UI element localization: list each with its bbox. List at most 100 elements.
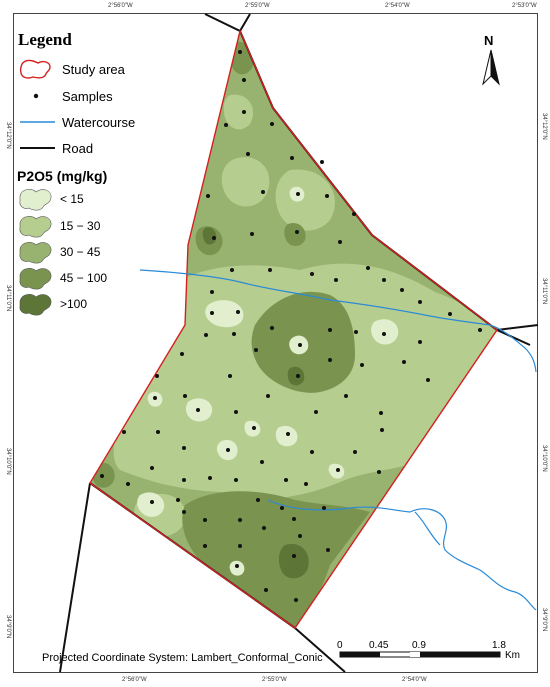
- class-45-100-label: 45 − 100: [60, 271, 108, 285]
- class-15-30-swatch-icon: [19, 216, 52, 238]
- sample-point: [426, 378, 430, 382]
- sample-point: [183, 394, 187, 398]
- sample-point: [336, 468, 340, 472]
- zone-gt100-south: [278, 543, 309, 579]
- sample-point: [208, 476, 212, 480]
- watercourse-north: [139, 269, 537, 373]
- sample-point: [448, 312, 452, 316]
- sample-point: [122, 430, 126, 434]
- sample-point: [210, 311, 214, 315]
- legend-symbols: [19, 59, 55, 316]
- legend-watercourse-label: Watercourse: [62, 115, 136, 130]
- class-15-30-label: 15 − 30: [60, 219, 101, 233]
- scale-label-0: 0: [337, 640, 343, 651]
- sample-point: [156, 430, 160, 434]
- sample-point: [352, 212, 356, 216]
- class-lt15-swatch-icon: [19, 189, 52, 211]
- sample-point: [252, 426, 256, 430]
- sample-point: [206, 194, 210, 198]
- sample-point: [230, 268, 234, 272]
- north-arrow-icon: [482, 49, 500, 86]
- sample-point: [270, 326, 274, 330]
- sample-point: [314, 410, 318, 414]
- projection-note: Projected Coordinate System: Lambert_Con…: [42, 652, 323, 664]
- scale-label-045: 0.45: [369, 640, 389, 651]
- sample-point: [203, 518, 207, 522]
- north-label: N: [484, 33, 494, 48]
- sample-point: [235, 564, 239, 568]
- sample-point: [380, 428, 384, 432]
- sample-point: [325, 194, 329, 198]
- zone-15-30-north: [221, 157, 270, 207]
- sample-point: [344, 394, 348, 398]
- sample-point: [280, 506, 284, 510]
- sample-point: [284, 478, 288, 482]
- class-30-45-label: 30 − 45: [60, 245, 101, 259]
- sample-point: [379, 411, 383, 415]
- grid-label-top-2: 2°55'0"W: [245, 3, 270, 9]
- zone-lt15-8: [137, 492, 165, 517]
- class-30-45-swatch-icon: [19, 242, 52, 264]
- sample-legend-icon: [33, 93, 39, 99]
- sample-point: [298, 534, 302, 538]
- sample-point: [382, 278, 386, 282]
- sample-point: [270, 122, 274, 126]
- watercourse-south-branch: [414, 511, 441, 546]
- grid-label-top-3: 2°54'0"W: [385, 3, 410, 9]
- sample-point: [234, 478, 238, 482]
- sample-point: [126, 482, 130, 486]
- sample-point: [180, 352, 184, 356]
- sample-point: [182, 478, 186, 482]
- sample-point: [266, 394, 270, 398]
- sample-point: [328, 328, 332, 332]
- sample-point: [236, 310, 240, 314]
- watercourses: [139, 269, 537, 611]
- sample-point: [320, 160, 324, 164]
- watercourse-south: [267, 499, 537, 611]
- sample-point: [196, 408, 200, 412]
- sample-point: [238, 544, 242, 548]
- sample-point: [153, 396, 157, 400]
- sample-point: [400, 288, 404, 292]
- grid-label-bottom-3: 2°54'0"W: [402, 677, 427, 683]
- sample-point: [260, 460, 264, 464]
- sample-point: [212, 236, 216, 240]
- sample-point: [150, 466, 154, 470]
- legend-title: Legend: [18, 30, 72, 49]
- sample-point: [304, 482, 308, 486]
- sample-point: [292, 517, 296, 521]
- zone-lt15-12: [229, 560, 245, 576]
- scale-label-18: 1.8: [492, 640, 506, 651]
- scale-bar: [339, 651, 501, 658]
- sample-point: [354, 330, 358, 334]
- sample-point: [238, 50, 242, 54]
- sample-point: [246, 152, 250, 156]
- scale-unit: Km: [505, 650, 520, 661]
- p2o5-surface: [90, 31, 497, 628]
- sample-point: [310, 272, 314, 276]
- zone-gt100-west: [202, 227, 217, 245]
- sample-point: [296, 374, 300, 378]
- sample-point: [210, 290, 214, 294]
- sample-point: [377, 470, 381, 474]
- sample-point: [290, 156, 294, 160]
- map-frame: [13, 13, 538, 673]
- zone-gt100-center: [287, 366, 305, 386]
- sample-point: [234, 410, 238, 414]
- sample-point: [176, 498, 180, 502]
- sample-point: [203, 544, 207, 548]
- sample-point: [242, 78, 246, 82]
- sample-point: [294, 598, 298, 602]
- sample-point: [250, 232, 254, 236]
- sample-point: [382, 332, 386, 336]
- grid-label-top-1: 2°56'0"W: [108, 3, 133, 9]
- sample-point: [204, 333, 208, 337]
- sample-point: [292, 554, 296, 558]
- road-west: [59, 482, 91, 673]
- class-lt15-label: < 15: [60, 192, 84, 206]
- sample-point: [256, 498, 260, 502]
- sample-point: [334, 278, 338, 282]
- sample-point: [326, 548, 330, 552]
- legend-samples-label: Samples: [62, 89, 113, 104]
- sample-point: [296, 192, 300, 196]
